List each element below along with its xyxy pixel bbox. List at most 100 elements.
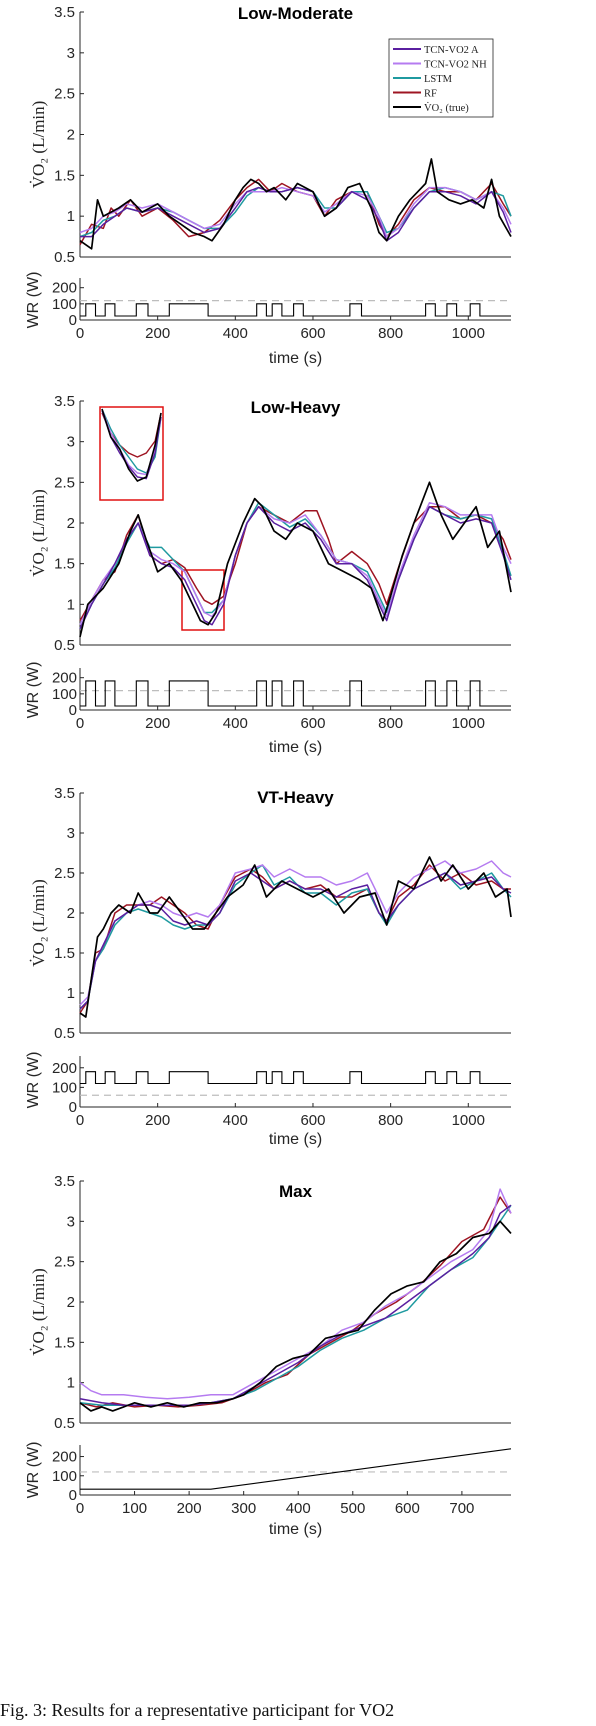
x-tick-label: 500	[340, 1500, 365, 1517]
series-line-truth	[79, 1220, 512, 1412]
y-tick-label: 3.5	[54, 393, 75, 410]
wr-y-tick-label: 200	[52, 670, 77, 687]
y-tick-label: 1	[67, 1375, 75, 1392]
panel-vt-heavy: VT-Heavy 0.5 1 1.5 2 2.5 3 3.5 V̇O₂ (L/min) 0 100 2…	[25, 785, 512, 1148]
y-tick-label: 3	[67, 434, 75, 451]
x-tick-label: 600	[300, 715, 325, 732]
y-tick-label: 0.5	[54, 1415, 75, 1432]
x-tick-label: 600	[300, 325, 325, 342]
y-tick-label: 0.5	[54, 249, 75, 266]
x-tick-label: 700	[449, 1500, 474, 1517]
series-line-tcn-a	[79, 1204, 512, 1407]
x-tick-label: 0	[76, 325, 84, 342]
x-axis-label: time (s)	[269, 1131, 322, 1148]
chart-title: Low-Moderate	[238, 4, 353, 23]
y-tick-label: 3	[67, 1213, 75, 1230]
wr-y-tick-label: 0	[69, 1099, 77, 1116]
wr-profile-line	[80, 303, 511, 317]
y-tick-label: 2.5	[54, 86, 75, 103]
y-tick-label: 2.5	[54, 1254, 75, 1271]
x-tick-label: 0	[76, 1500, 84, 1517]
y-tick-label: 0.5	[54, 637, 75, 654]
series-line-rf	[79, 1196, 512, 1408]
y-axis-label: V̇O₂ (L/min)	[29, 1268, 48, 1356]
y-tick-label: 2.5	[54, 474, 75, 491]
wr-y-tick-label: 100	[52, 1468, 77, 1485]
x-tick-label: 800	[378, 1112, 403, 1129]
legend-label: TCN-VO2 A	[424, 45, 479, 56]
wr-profile-line	[80, 680, 511, 707]
wr-y-tick-label: 0	[69, 312, 77, 329]
x-tick-label: 1000	[452, 325, 485, 342]
wr-y-tick-label: 100	[52, 686, 77, 703]
x-axis-label: time (s)	[269, 1521, 322, 1538]
chart-title: Low-Heavy	[251, 398, 341, 417]
wr-axis-label: WR (W)	[25, 272, 42, 329]
series-line-tcn-a	[79, 505, 512, 630]
x-tick-label: 400	[223, 325, 248, 342]
chart-title: VT-Heavy	[257, 788, 334, 807]
x-tick-label: 1000	[452, 715, 485, 732]
x-tick-label: 400	[223, 715, 248, 732]
legend: TCN-VO2 A TCN-VO2 NH LSTM RF V̇O₂ (true)	[388, 38, 494, 118]
y-axis-label: V̇O₂ (L/min)	[29, 879, 48, 967]
panel-max: Max 0.5 1 1.5 2 2.5 3 3.5 V̇O₂ (L/min) 0 100 200 WR …	[25, 1173, 512, 1538]
y-tick-label: 0.5	[54, 1025, 75, 1042]
x-tick-label: 800	[378, 325, 403, 342]
inset-series-truth	[101, 408, 162, 482]
series-line-truth	[79, 158, 512, 250]
x-tick-label: 200	[177, 1500, 202, 1517]
series-line-truth	[79, 481, 512, 638]
x-tick-label: 100	[122, 1500, 147, 1517]
x-tick-label: 300	[231, 1500, 256, 1517]
wr-y-tick-label: 100	[52, 296, 77, 313]
y-tick-label: 1.5	[54, 1334, 75, 1351]
x-tick-label: 400	[223, 1112, 248, 1129]
series-line-lstm	[79, 864, 512, 1010]
wr-y-tick-label: 0	[69, 702, 77, 719]
x-tick-label: 600	[395, 1500, 420, 1517]
series-line-tcn-a	[80, 186, 512, 242]
y-tick-label: 3.5	[54, 1173, 75, 1190]
x-tick-label: 0	[76, 715, 84, 732]
y-axis-label: V̇O₂ (L/min)	[29, 489, 48, 577]
wr-profile-line	[80, 1448, 512, 1490]
wr-y-tick-label: 0	[69, 1487, 77, 1504]
x-tick-label: 200	[145, 715, 170, 732]
legend-label: TCN-VO2 NH	[424, 60, 487, 71]
inset-series-tcn-nh	[101, 408, 162, 476]
inset-series-lstm	[101, 408, 162, 474]
x-tick-label: 400	[286, 1500, 311, 1517]
x-axis-label: time (s)	[269, 739, 322, 756]
x-tick-label: 800	[378, 715, 403, 732]
chart-title: Max	[279, 1182, 313, 1201]
series-line-tcn-nh	[79, 1188, 512, 1400]
series-line-lstm	[79, 1204, 512, 1407]
series-line-truth	[79, 856, 512, 1018]
wr-y-tick-label: 200	[52, 1060, 77, 1077]
y-tick-label: 1	[67, 596, 75, 613]
x-tick-label: 600	[300, 1112, 325, 1129]
y-tick-label: 3.5	[54, 4, 75, 21]
wr-axis-label: WR (W)	[25, 1442, 42, 1499]
y-axis-label: V̇O₂ (L/min)	[29, 101, 48, 189]
x-tick-label: 1000	[452, 1112, 485, 1129]
series-line-tcn-nh	[79, 501, 512, 626]
legend-label: LSTM	[424, 74, 453, 85]
wr-y-tick-label: 200	[52, 1449, 77, 1466]
x-axis-label: time (s)	[269, 350, 322, 367]
y-tick-label: 2	[67, 515, 75, 532]
panel-low-moderate: Low-Moderate 0.5 1 1.5 2 2.5 3 3.5 V̇O₂ (L/min) T…	[25, 4, 512, 367]
legend-label: V̇O₂ (true)	[424, 102, 469, 114]
y-tick-label: 1.5	[54, 167, 75, 184]
series-line-tcn-a	[79, 872, 512, 1010]
x-tick-label: 200	[145, 1112, 170, 1129]
y-tick-label: 1.5	[54, 945, 75, 962]
y-tick-label: 1.5	[54, 556, 75, 573]
y-tick-label: 1	[67, 985, 75, 1002]
y-tick-label: 2	[67, 905, 75, 922]
wr-axis-label: WR (W)	[25, 1052, 42, 1109]
wr-y-tick-label: 200	[52, 280, 77, 297]
